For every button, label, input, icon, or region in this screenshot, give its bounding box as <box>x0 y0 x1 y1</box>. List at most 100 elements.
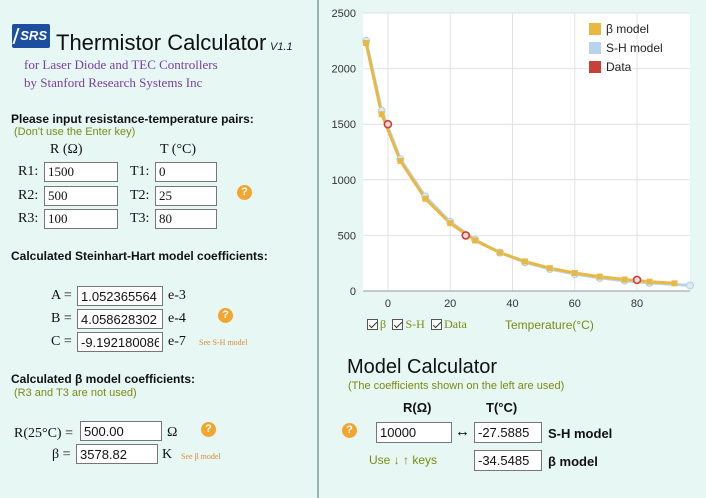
right-panel: 0 500 1000 1500 2000 2500 0 20 40 60 80 β model S-H… <box>321 0 706 498</box>
sh-heading: Calculated Steinhart-Hart model coeffici… <box>11 249 268 263</box>
app-title: Thermistor Calculator <box>56 30 267 55</box>
mc-beta-temperature[interactable] <box>474 450 542 471</box>
left-panel: SRS Thermistor Calculator V1.1 for Laser… <box>0 0 319 498</box>
input-help-icon[interactable]: ? <box>237 185 252 200</box>
mc-beta-label: β model <box>548 454 598 469</box>
see-sh-model-link[interactable]: See S-H model <box>199 338 248 347</box>
mc-sh-label: S-H model <box>548 426 613 441</box>
t3-label: T3: <box>130 211 150 226</box>
beta-model-point <box>521 258 528 265</box>
legend-label: S-H model <box>606 41 663 55</box>
thermistor-chart: 0 500 1000 1500 2000 2500 0 20 40 60 80 β model S-H… <box>332 8 694 310</box>
beta-model-point <box>378 111 385 118</box>
beta-checkbox[interactable] <box>367 319 378 331</box>
beta-model-point <box>596 273 603 280</box>
mc-col-r: R(Ω) <box>403 400 432 415</box>
mc-resistance-input[interactable] <box>376 422 452 443</box>
beta-checkbox-label: β <box>380 317 387 331</box>
coef-b-exp: e-4 <box>168 311 186 326</box>
beta-heading: Calculated β model coefficients: <box>11 372 196 386</box>
x-tick-label: 0 <box>385 298 391 310</box>
beta-model-point <box>497 249 504 256</box>
r2-input[interactable] <box>44 186 118 206</box>
beta-label: β = <box>52 447 71 462</box>
model-calc-title: Model Calculator <box>347 356 498 378</box>
r25-unit: Ω <box>167 425 178 440</box>
beta-model-point <box>671 280 678 287</box>
beta-model-point <box>447 220 454 227</box>
subtitle-line1: for Laser Diode and TEC Controllers <box>24 57 218 72</box>
model-calc-note: (The coefficients shown on the left are … <box>348 380 565 392</box>
input-heading: Please input resistance-temperature pair… <box>11 112 254 126</box>
beta-model-point <box>571 269 578 276</box>
series-toggles: β S-H Data <box>367 317 467 332</box>
t3-input[interactable] <box>155 209 217 229</box>
beta-model-point <box>397 157 404 164</box>
t2-input[interactable] <box>155 186 217 206</box>
mc-help-icon[interactable]: ? <box>342 423 357 438</box>
r25-value[interactable] <box>80 421 162 441</box>
legend-label: Data <box>606 60 632 74</box>
r25-label: R(25°C) = <box>14 426 73 441</box>
sh-help-icon[interactable]: ? <box>218 308 233 323</box>
plot-area <box>363 13 690 291</box>
coef-c-value[interactable] <box>77 332 163 352</box>
legend-swatch <box>589 61 601 73</box>
coef-a-value[interactable] <box>77 286 163 306</box>
data-checkbox-label: Data <box>444 317 467 331</box>
data-point <box>632 275 642 285</box>
data-point <box>461 231 471 240</box>
mc-sh-temperature[interactable] <box>474 422 542 443</box>
beta-model-point <box>621 276 628 283</box>
y-tick-label: 0 <box>350 286 356 298</box>
beta-value[interactable] <box>76 444 158 464</box>
beta-model-point <box>363 40 370 47</box>
input-note: (Don't use the Enter key) <box>14 126 136 138</box>
x-tick-label: 80 <box>631 298 643 310</box>
x-tick-label: 20 <box>444 298 456 310</box>
sh-checkbox[interactable] <box>392 319 404 331</box>
y-tick-label: 2500 <box>332 8 356 20</box>
legend-swatch <box>589 42 601 54</box>
beta-model-line <box>364 42 675 285</box>
coef-b-label: B = <box>51 311 72 326</box>
r3-input[interactable] <box>44 209 118 229</box>
x-tick-label: 60 <box>569 298 581 310</box>
col-r-header: R (Ω) <box>50 142 83 157</box>
r3-label: R3: <box>18 211 39 226</box>
coef-c-label: C = <box>51 334 72 349</box>
beta-model-point <box>472 237 479 244</box>
coef-b-value[interactable] <box>77 309 163 329</box>
beta-note: (R3 and T3 are not used) <box>14 387 137 399</box>
beta-unit: K <box>162 447 173 462</box>
coef-a-exp: e-3 <box>168 288 186 303</box>
data-point <box>383 119 393 129</box>
beta-model-point <box>646 278 653 285</box>
t1-input[interactable] <box>155 162 217 182</box>
r2-label: R2: <box>18 188 39 203</box>
sh-checkbox-label: S-H <box>405 317 425 331</box>
mc-col-t: T(°C) <box>486 400 518 415</box>
r1-input[interactable] <box>44 162 118 182</box>
mc-keys-hint: Use ↓ ↑ keys <box>369 453 438 467</box>
see-beta-model-link[interactable]: See β model <box>181 452 221 461</box>
legend-swatch <box>589 23 601 35</box>
beta-model-point <box>546 265 553 272</box>
sh-model-point <box>686 281 694 290</box>
x-tick-label: 40 <box>506 298 518 310</box>
y-tick-label: 500 <box>338 230 356 242</box>
coef-c-exp: e-7 <box>168 334 186 349</box>
col-t-header: T (°C) <box>160 142 197 157</box>
beta-help-icon[interactable]: ? <box>201 422 216 437</box>
bidirectional-arrow-icon: ↔ <box>455 423 470 440</box>
data-checkbox[interactable] <box>431 319 443 331</box>
y-tick-label: 1500 <box>332 119 356 131</box>
legend-label: β model <box>606 22 649 36</box>
t1-label: T1: <box>130 164 150 179</box>
subtitle-line2: by Stanford Research Systems Inc <box>24 75 203 90</box>
y-tick-label: 1000 <box>332 175 356 187</box>
coef-a-label: A = <box>51 288 72 303</box>
y-tick-label: 2000 <box>332 64 356 76</box>
x-axis-label: Temperature(°C) <box>505 318 594 332</box>
t2-label: T2: <box>130 188 150 203</box>
